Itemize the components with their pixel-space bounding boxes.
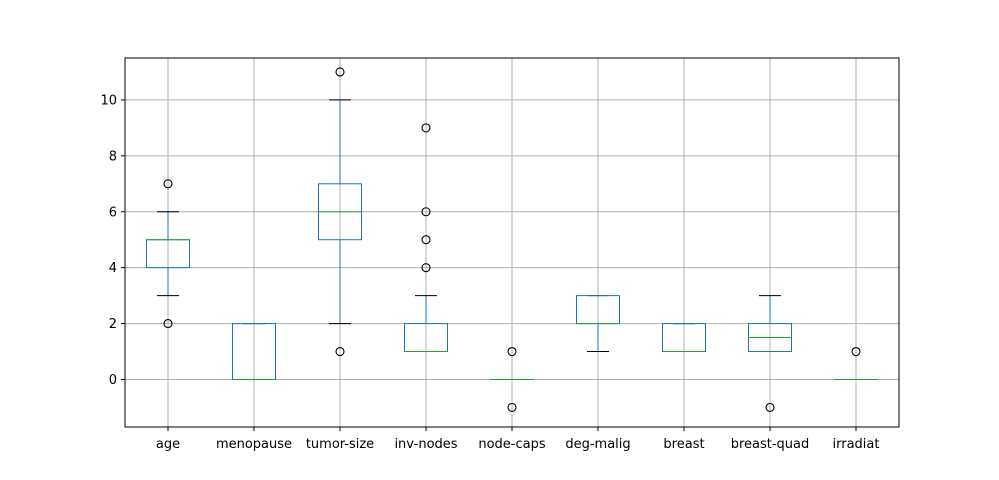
box-age xyxy=(146,211,190,297)
x-tick-label-age: age xyxy=(156,437,180,452)
y-tick-label: 2 xyxy=(109,317,117,332)
outlier-point xyxy=(421,123,431,133)
outlier-point xyxy=(421,263,431,273)
box-inv-nodes xyxy=(404,295,448,353)
box-breast xyxy=(662,323,706,353)
x-tick-label-breast-quad: breast-quad xyxy=(731,437,810,452)
x-tick-label-tumor-size: tumor-size xyxy=(306,437,374,452)
x-tick-label-inv-nodes: inv-nodes xyxy=(394,437,457,452)
outlier-point xyxy=(421,207,431,217)
outlier-point xyxy=(335,67,345,77)
x-tick-label-irradiat: irradiat xyxy=(833,437,880,452)
x-tick-label-breast: breast xyxy=(663,437,704,452)
outlier-point xyxy=(507,346,517,357)
tick-layer: 0 2 4 6 8 10 age menopause tumor-size inv-nodes no… xyxy=(100,93,879,452)
box-deg-malig xyxy=(576,295,620,353)
outlier-point xyxy=(163,179,173,189)
outlier-point xyxy=(163,319,173,329)
y-tick-label: 8 xyxy=(109,149,117,164)
grid-layer xyxy=(125,58,899,427)
x-tick-label-deg-malig: deg-malig xyxy=(565,437,630,452)
y-tick-label: 6 xyxy=(109,205,117,220)
y-tick-label: 10 xyxy=(100,93,117,108)
outlier-point xyxy=(851,346,861,357)
x-tick-label-menopause: menopause xyxy=(216,437,292,452)
outlier-point xyxy=(335,346,345,357)
box-breast-quad xyxy=(748,295,792,353)
box-tumor-size xyxy=(318,99,362,325)
outlier-point xyxy=(421,235,431,245)
flier-layer xyxy=(163,67,861,412)
outlier-point xyxy=(765,402,775,412)
box-menopause xyxy=(232,323,276,380)
outlier-point xyxy=(507,402,517,412)
x-tick-label-node-caps: node-caps xyxy=(478,437,545,452)
y-tick-label: 0 xyxy=(109,373,117,388)
box-layer xyxy=(146,99,878,380)
y-tick-label: 4 xyxy=(109,261,117,276)
